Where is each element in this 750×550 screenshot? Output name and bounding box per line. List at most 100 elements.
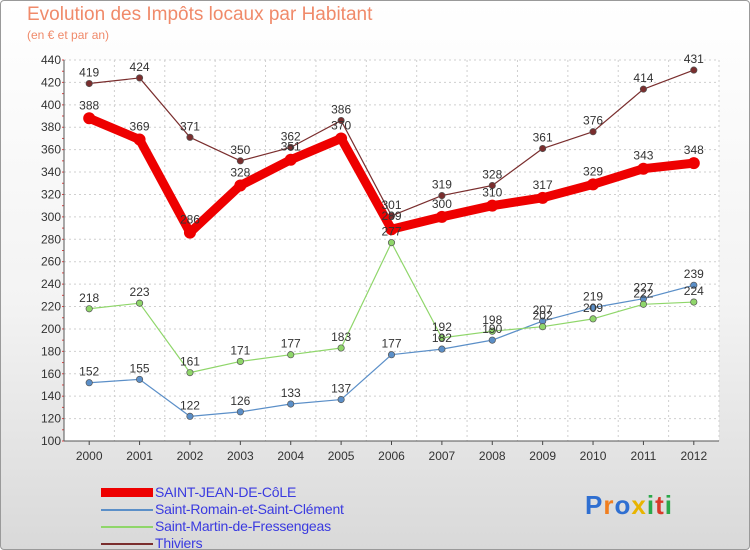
y-tick-label: 440: [41, 53, 61, 67]
data-point: [488, 181, 496, 190]
logo-letter: x: [631, 490, 647, 520]
y-tick-label: 300: [41, 210, 61, 224]
logo-letter: t: [655, 490, 665, 520]
data-point: [639, 300, 647, 308]
data-label: 376: [583, 114, 603, 128]
data-point: [637, 162, 650, 175]
data-label: 424: [130, 60, 150, 74]
data-label: 386: [331, 103, 351, 117]
y-tick-label: 220: [41, 300, 61, 314]
data-point: [287, 400, 295, 408]
data-label: 300: [432, 197, 452, 211]
data-label: 219: [583, 290, 603, 304]
data-label: 183: [331, 330, 351, 344]
data-label: 152: [79, 365, 99, 379]
data-point: [136, 299, 144, 307]
data-label: 361: [533, 131, 553, 145]
x-tick-label: 2003: [227, 449, 254, 463]
data-label: 207: [533, 303, 553, 317]
data-label: 202: [533, 309, 553, 323]
logo-letter: i: [646, 490, 656, 520]
x-tick-label: 2008: [479, 449, 506, 463]
data-point: [236, 408, 244, 416]
data-point: [536, 191, 549, 204]
data-label: 419: [79, 66, 99, 80]
data-point: [539, 323, 547, 331]
chart-title: Evolution des Impôts locaux par Habitant: [27, 4, 373, 25]
logo-letter: i: [664, 490, 673, 520]
data-point: [236, 157, 244, 165]
data-label: 414: [633, 71, 653, 85]
y-tick-label: 320: [41, 187, 61, 201]
data-point: [186, 369, 194, 377]
data-label: 218: [79, 291, 99, 305]
data-point: [186, 133, 194, 141]
legend-label: Saint-Martin-de-Fressengeas: [155, 518, 331, 534]
data-label: 348: [684, 143, 704, 157]
x-tick-label: 2004: [277, 449, 304, 463]
data-label: 369: [130, 120, 150, 134]
data-label: 224: [684, 284, 704, 298]
data-label: 223: [130, 285, 150, 299]
x-tick-label: 2005: [328, 449, 355, 463]
legend-label: Saint-Romain-et-Saint-Clément: [155, 501, 344, 517]
data-label: 177: [381, 337, 401, 351]
y-tick-label: 180: [41, 344, 61, 358]
y-tick-label: 360: [41, 143, 61, 157]
y-tick-label: 140: [41, 389, 61, 403]
data-label: 137: [331, 382, 351, 396]
data-point: [438, 192, 446, 200]
y-tick-label: 340: [41, 165, 61, 179]
data-label: 133: [281, 386, 301, 400]
data-label: 350: [230, 143, 250, 157]
data-point: [85, 379, 93, 387]
data-label: 388: [79, 98, 99, 112]
data-label: 126: [230, 394, 250, 408]
y-tick-label: 240: [41, 277, 61, 291]
data-point: [337, 344, 345, 352]
data-label: 319: [432, 178, 452, 192]
x-tick-label: 2011: [631, 449, 657, 463]
data-label: 171: [230, 343, 250, 357]
data-label: 277: [381, 225, 401, 239]
plot-area: [64, 60, 719, 441]
data-point: [438, 345, 446, 353]
data-label: 370: [331, 118, 351, 132]
data-point: [85, 305, 93, 313]
data-label: 209: [583, 301, 603, 315]
proxiti-logo: Proxiti: [585, 490, 673, 521]
data-point: [435, 210, 448, 223]
legend-swatch: [101, 526, 153, 528]
data-label: 239: [684, 267, 704, 281]
data-label: 317: [533, 178, 553, 192]
data-point: [690, 281, 698, 289]
logo-letter: r: [603, 490, 615, 520]
data-label: 161: [180, 355, 200, 369]
x-tick-label: 2012: [680, 449, 707, 463]
data-point: [287, 143, 295, 151]
data-point: [438, 334, 446, 342]
data-point: [186, 412, 194, 420]
y-tick-label: 120: [41, 412, 61, 426]
data-point: [234, 179, 247, 192]
data-label: 222: [633, 286, 653, 300]
data-label: 328: [482, 168, 502, 182]
data-point: [85, 79, 93, 88]
y-tick-label: 260: [41, 255, 61, 269]
data-point: [236, 357, 244, 365]
data-label: 286: [180, 213, 200, 227]
data-label: 227: [633, 281, 653, 295]
data-point: [83, 112, 96, 125]
data-label: 192: [432, 320, 452, 334]
data-point: [589, 315, 597, 323]
data-point: [690, 298, 698, 306]
data-label: 182: [432, 331, 452, 345]
legend-swatch: [101, 509, 153, 511]
data-point: [589, 128, 597, 136]
data-point: [587, 178, 600, 191]
legend-label: SAINT-JEAN-DE-CôLE: [155, 484, 297, 500]
data-label: 431: [684, 52, 704, 66]
legend-swatch: [101, 543, 153, 545]
data-point: [539, 144, 547, 153]
